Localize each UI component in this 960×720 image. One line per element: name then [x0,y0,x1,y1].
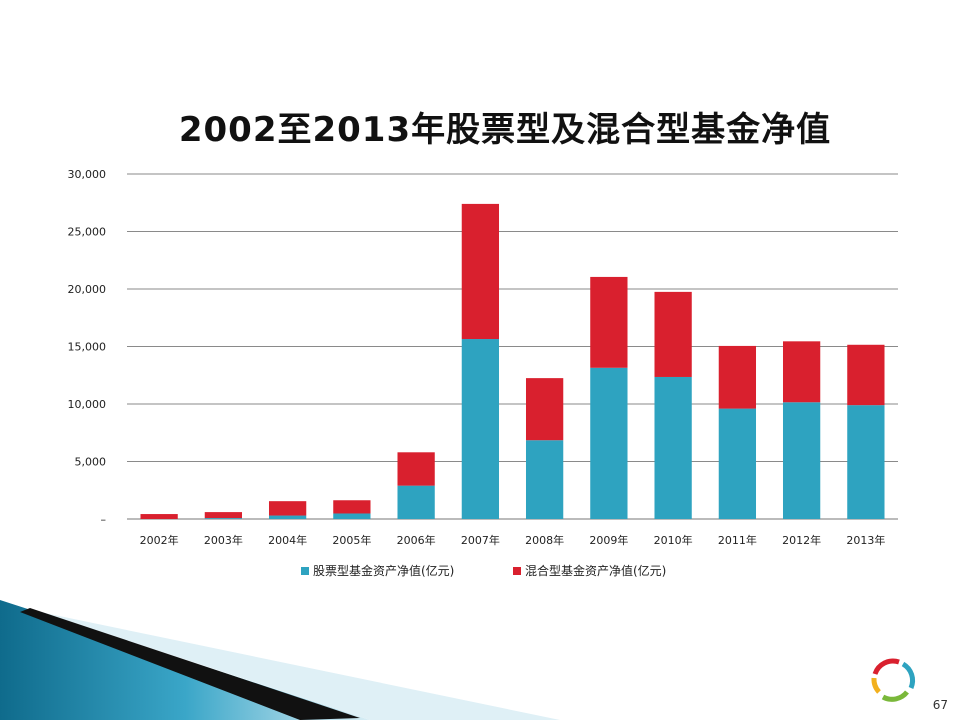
x-tick-label: 2008年 [525,533,564,547]
y-tick-label: – [101,513,107,526]
page-number: 67 [932,698,948,712]
bar-equity [461,339,500,519]
bar-equity [782,402,821,519]
y-tick-label: 5,000 [75,456,107,469]
legend-label: 混合型基金资产净值(亿元) [525,563,666,578]
bar-equity [333,513,371,519]
decorative-swoosh [0,600,560,720]
y-tick-label: 10,000 [68,398,107,411]
x-axis-ticks: 2002年 2003年 2004年 2005年 2006年 2007年 2008年 2009年… [140,533,886,547]
bar-hybrid [654,291,692,377]
bar-hybrid [268,501,307,516]
x-tick-label: 2009年 [589,533,628,547]
bar-equity [718,408,757,519]
legend: 股票型基金资产净值(亿元) 混合型基金资产净值(亿元) [301,563,666,578]
bar-equity [268,515,307,519]
y-tick-label: 25,000 [68,226,107,239]
bar-hybrid [782,341,821,403]
chart-title: 2002至2013年股票型及混合型基金净值 [178,110,832,150]
y-tick-label: 30,000 [68,168,107,181]
x-tick-label: 2004年 [268,533,307,547]
x-tick-label: 2011年 [718,533,757,547]
y-tick-label: 20,000 [68,283,107,296]
x-tick-label: 2005年 [332,533,371,547]
bar-equity [204,518,243,519]
bar-hybrid [140,514,178,519]
bar-hybrid [847,344,885,406]
y-tick-label: 15,000 [68,341,107,354]
bar-hybrid [397,452,435,486]
bar-hybrid [718,345,757,409]
bar-hybrid [204,512,243,519]
legend-label: 股票型基金资产净值(亿元) [313,563,454,578]
bars [140,203,885,519]
x-tick-label: 2012年 [782,533,821,547]
x-tick-label: 2006年 [397,533,436,547]
legend-swatch [513,567,521,575]
bar-hybrid [333,500,371,514]
bar-equity [397,485,435,519]
bar-equity [590,367,628,519]
bar-equity [847,405,885,519]
logo-icon [871,658,916,702]
x-tick-label: 2003年 [204,533,243,547]
bar-hybrid [461,203,500,340]
x-tick-label: 2010年 [654,533,693,547]
bar-hybrid [525,378,564,441]
bar-equity [525,440,564,519]
x-tick-label: 2007年 [461,533,500,547]
bar-hybrid [590,276,628,368]
x-tick-label: 2013年 [846,533,885,547]
y-axis-ticks: – 5,000 10,000 15,000 20,000 25,000 30,000 [68,168,107,526]
grid-lines [127,173,898,520]
bar-equity [654,376,692,519]
legend-swatch [301,567,309,575]
x-tick-label: 2002年 [140,533,179,547]
